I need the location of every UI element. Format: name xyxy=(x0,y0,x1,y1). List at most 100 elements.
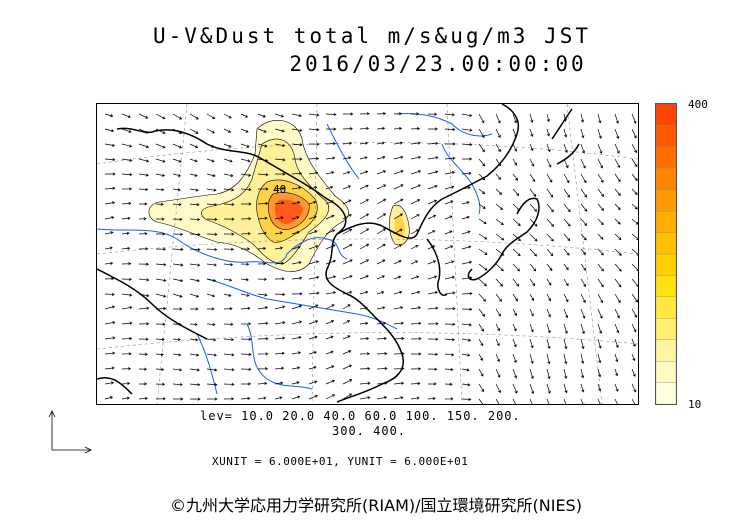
wind-arrow xyxy=(376,243,386,250)
wind-arrow xyxy=(240,232,251,236)
wind-arrow xyxy=(359,228,370,235)
wind-arrow xyxy=(529,173,536,182)
wind-arrow xyxy=(342,141,353,145)
wind-arrow xyxy=(631,233,638,240)
wind-arrow xyxy=(189,383,201,387)
wind-arrow xyxy=(240,293,250,297)
wind-arrow xyxy=(478,218,487,225)
wind-arrow xyxy=(172,307,183,311)
wind-arrow xyxy=(614,233,622,241)
wind-arrow xyxy=(155,382,166,386)
wind-arrow xyxy=(580,383,585,393)
wind-arrow xyxy=(223,293,232,297)
wind-arrow xyxy=(529,353,534,364)
colorbar-segment xyxy=(655,382,677,405)
wind-arrow xyxy=(206,128,215,134)
wind-arrow xyxy=(155,337,165,342)
wind-arrow xyxy=(342,364,353,370)
colorbar-segment xyxy=(655,210,677,233)
wind-arrow xyxy=(189,158,198,163)
wind-arrow xyxy=(206,203,218,207)
wind-arrow xyxy=(563,203,571,213)
wind-arrow xyxy=(223,202,235,207)
wind-arrow xyxy=(410,352,422,356)
wind-arrow xyxy=(546,323,551,334)
map-title: U-V&Dust total m/s&ug/m3 JST xyxy=(152,24,591,48)
wind-arrow xyxy=(546,218,555,227)
wind-arrow xyxy=(291,186,302,190)
colorbar-segment xyxy=(655,253,677,276)
wind-arrow xyxy=(461,230,471,235)
wind-arrow xyxy=(257,306,269,310)
wind-arrow xyxy=(155,307,167,311)
wind-arrow xyxy=(580,293,586,303)
wind-arrow xyxy=(631,353,636,362)
wind-arrow xyxy=(461,397,472,401)
wind-arrow xyxy=(546,383,551,394)
wind-arrow xyxy=(257,187,269,191)
wind-arrow xyxy=(308,351,317,355)
wind-arrow xyxy=(376,112,387,116)
wind-arrow xyxy=(597,263,604,272)
wind-arrow xyxy=(359,213,370,220)
wind-arrow xyxy=(325,394,336,400)
wind-arrow xyxy=(274,143,286,148)
wind-arrow xyxy=(461,276,473,280)
wind-arrow xyxy=(274,186,286,190)
wind-arrow xyxy=(393,228,403,235)
wind-arrow xyxy=(155,322,166,326)
contour-label: 40 xyxy=(273,183,286,196)
wind-arrow xyxy=(614,308,620,319)
wind-arrow xyxy=(189,397,201,401)
wind-arrow xyxy=(291,304,303,310)
wind-arrow xyxy=(376,291,385,295)
wind-arrow xyxy=(410,184,421,190)
wind-arrow xyxy=(376,213,387,220)
wind-arrow xyxy=(444,215,453,220)
wind-arrow xyxy=(410,275,420,280)
wind-arrow xyxy=(597,293,604,304)
wind-arrow xyxy=(121,113,131,118)
wind-arrow xyxy=(563,233,571,242)
wind-arrow xyxy=(240,262,250,266)
wind-arrow xyxy=(121,246,131,251)
wind-arrow xyxy=(512,368,518,379)
wind-arrow xyxy=(444,322,456,326)
colorbar-segment xyxy=(655,146,677,169)
wind-arrow xyxy=(104,186,116,190)
wind-arrow xyxy=(461,368,470,372)
wind-arrow xyxy=(393,198,404,205)
wind-arrow xyxy=(121,321,133,325)
wind-arrow xyxy=(580,218,588,227)
wind-arrow xyxy=(597,368,602,378)
wind-arrow xyxy=(291,143,303,147)
wind-arrow xyxy=(478,113,485,124)
wind-arrow xyxy=(155,173,166,177)
wind-arrow xyxy=(274,381,284,385)
wind-arrow xyxy=(461,307,473,311)
wind-arrow xyxy=(342,335,351,340)
wind-arrow xyxy=(461,323,472,327)
copyright-credit: ©九州大学応用力学研究所(RIAM)/国立環境研究所(NIES) xyxy=(170,496,582,515)
wind-arrow xyxy=(359,367,371,371)
wind-arrow xyxy=(257,381,268,386)
wind-arrow xyxy=(495,353,500,363)
wind-arrow xyxy=(138,367,148,371)
wind-arrow xyxy=(189,128,199,134)
wind-arrow xyxy=(189,307,199,311)
wind-arrow xyxy=(308,394,318,400)
wind-arrow xyxy=(563,113,567,122)
wind-arrow xyxy=(274,216,284,220)
wind-arrow xyxy=(155,202,164,206)
wind-arrow xyxy=(614,128,620,139)
wind-arrow xyxy=(223,173,234,178)
wind-arrow xyxy=(529,188,537,197)
wind-arrow xyxy=(580,323,585,335)
wind-arrow xyxy=(189,143,199,149)
wind-arrow xyxy=(172,158,182,163)
wind-arrow xyxy=(410,306,421,310)
wind-arrow xyxy=(427,396,436,401)
wind-arrow xyxy=(529,143,534,152)
wind-arrow xyxy=(478,323,484,332)
wind-arrow xyxy=(138,173,149,177)
